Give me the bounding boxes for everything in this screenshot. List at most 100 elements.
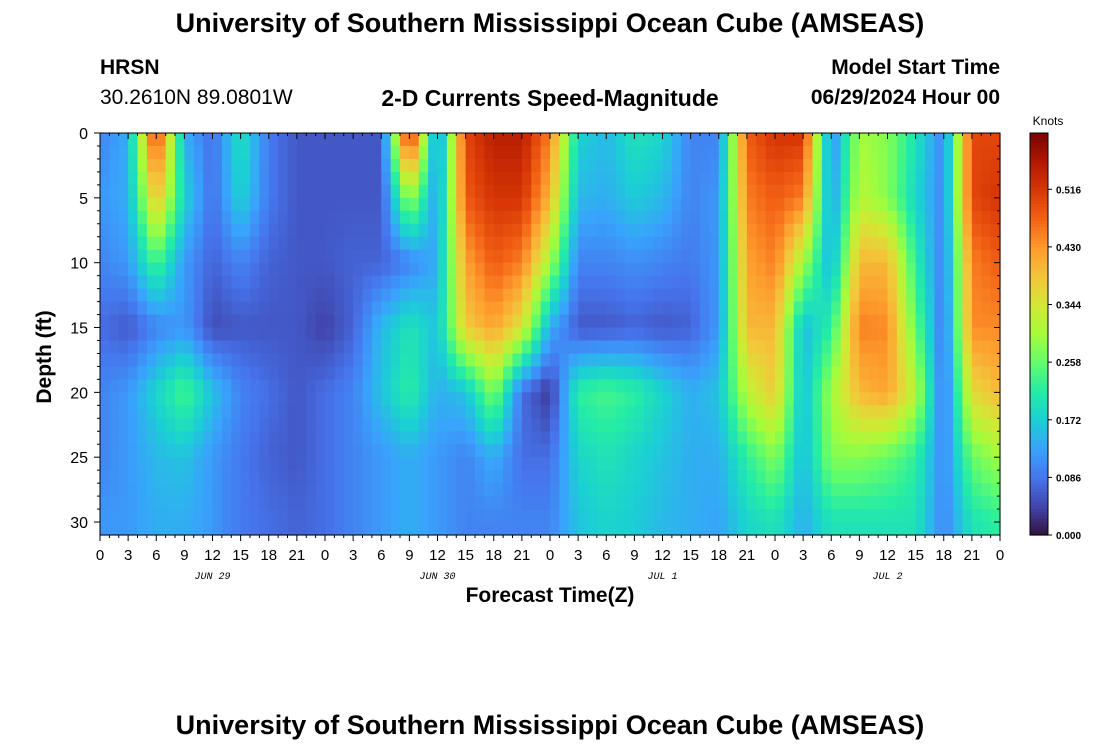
heatmap-cell [718,288,729,303]
heatmap-cell [606,405,617,419]
heatmap-cell [662,431,673,445]
heatmap-cell [137,184,148,199]
heatmap-cell [503,275,514,290]
heatmap-cell [803,457,814,471]
heatmap-cell [971,158,982,173]
colorbar-segment [1030,216,1048,221]
heatmap-cell [812,340,823,355]
heatmap-cell [634,496,645,510]
heatmap-cell [906,262,917,277]
heatmap-cell [268,379,279,393]
heatmap-cell [578,379,589,393]
heatmap-cell [615,288,626,303]
heatmap-cell [540,366,551,380]
heatmap-cell [315,327,326,342]
heatmap-cell [653,314,664,329]
heatmap-cell [334,340,345,355]
heatmap-cell [306,314,317,329]
heatmap-cell [343,470,354,484]
heatmap-cell [362,158,373,173]
heatmap-cell [625,353,635,368]
heatmap-cell [587,366,598,380]
heatmap-cell [925,314,935,329]
heatmap-cell [943,418,954,432]
heatmap-cell [868,223,879,238]
heatmap-cell [737,431,748,445]
heatmap-cell [240,184,251,199]
heatmap-cell [250,483,260,497]
heatmap-cell [793,314,804,329]
colorbar-segment [1030,253,1048,258]
heatmap-cell [746,431,757,445]
heatmap-cell [700,145,710,160]
heatmap-cell [746,405,757,419]
heatmap-cell [193,405,204,419]
heatmap-cell [531,249,542,264]
heatmap-cell [915,197,926,212]
heatmap-cell [240,249,251,264]
heatmap-cell [559,470,570,484]
heatmap-cell [840,262,851,277]
heatmap-cell [221,509,232,523]
heatmap-cell [437,431,448,445]
heatmap-cell [381,210,392,225]
colorbar-segment [1030,394,1048,399]
x-tick-label: 9 [630,547,638,564]
heatmap-cell [746,249,757,264]
heatmap-cell [850,431,860,445]
heatmap-cell [784,444,795,458]
heatmap-cell [971,509,982,523]
heatmap-cell [371,184,382,199]
heatmap-cell [409,366,420,380]
heatmap-cell [531,158,542,173]
heatmap-cell [765,133,776,147]
heatmap-cell [596,236,607,251]
heatmap-cell [878,457,889,471]
heatmap-cell [625,249,635,264]
heatmap-cell [925,496,935,510]
heatmap-cell [915,392,926,406]
heatmap-cell [512,314,523,329]
heatmap-cell [596,379,607,393]
heatmap-cell [981,327,992,342]
colorbar-segment [1030,290,1048,295]
heatmap-cell [296,366,307,380]
heatmap-cell [353,366,364,380]
heatmap-cell [353,275,364,290]
heatmap-cell [906,275,917,290]
heatmap-cell [512,340,523,355]
heatmap-cell [409,444,420,458]
heatmap-cell [868,288,879,303]
heatmap-cell [906,366,917,380]
heatmap-cell [484,379,495,393]
heatmap-cell [859,496,870,510]
heatmap-cell [475,379,485,393]
heatmap-cell [118,483,129,497]
heatmap-cell [118,262,129,277]
heatmap-cell [784,262,795,277]
heatmap-cell [915,418,926,432]
heatmap-cell [746,314,757,329]
heatmap-cell [634,431,645,445]
heatmap-cell [446,366,457,380]
heatmap-cell [371,457,382,471]
heatmap-cell [343,262,354,277]
heatmap-cell [165,145,176,160]
heatmap-cell [512,249,523,264]
heatmap-cell [746,210,757,225]
heatmap-cell [709,340,720,355]
heatmap-cell [296,301,307,316]
heatmap-cell [100,249,110,264]
heatmap-cell [850,353,860,368]
heatmap-cell [840,444,851,458]
heatmap-cell [728,418,739,432]
heatmap-cell [362,171,373,186]
heatmap-cell [465,522,476,536]
heatmap-cell [878,509,889,523]
heatmap-cell [925,236,935,251]
heatmap-cell [906,314,917,329]
heatmap-cell [165,418,176,432]
heatmap-cell [100,145,110,160]
heatmap-cell [287,392,298,406]
heatmap-cell [850,327,860,342]
